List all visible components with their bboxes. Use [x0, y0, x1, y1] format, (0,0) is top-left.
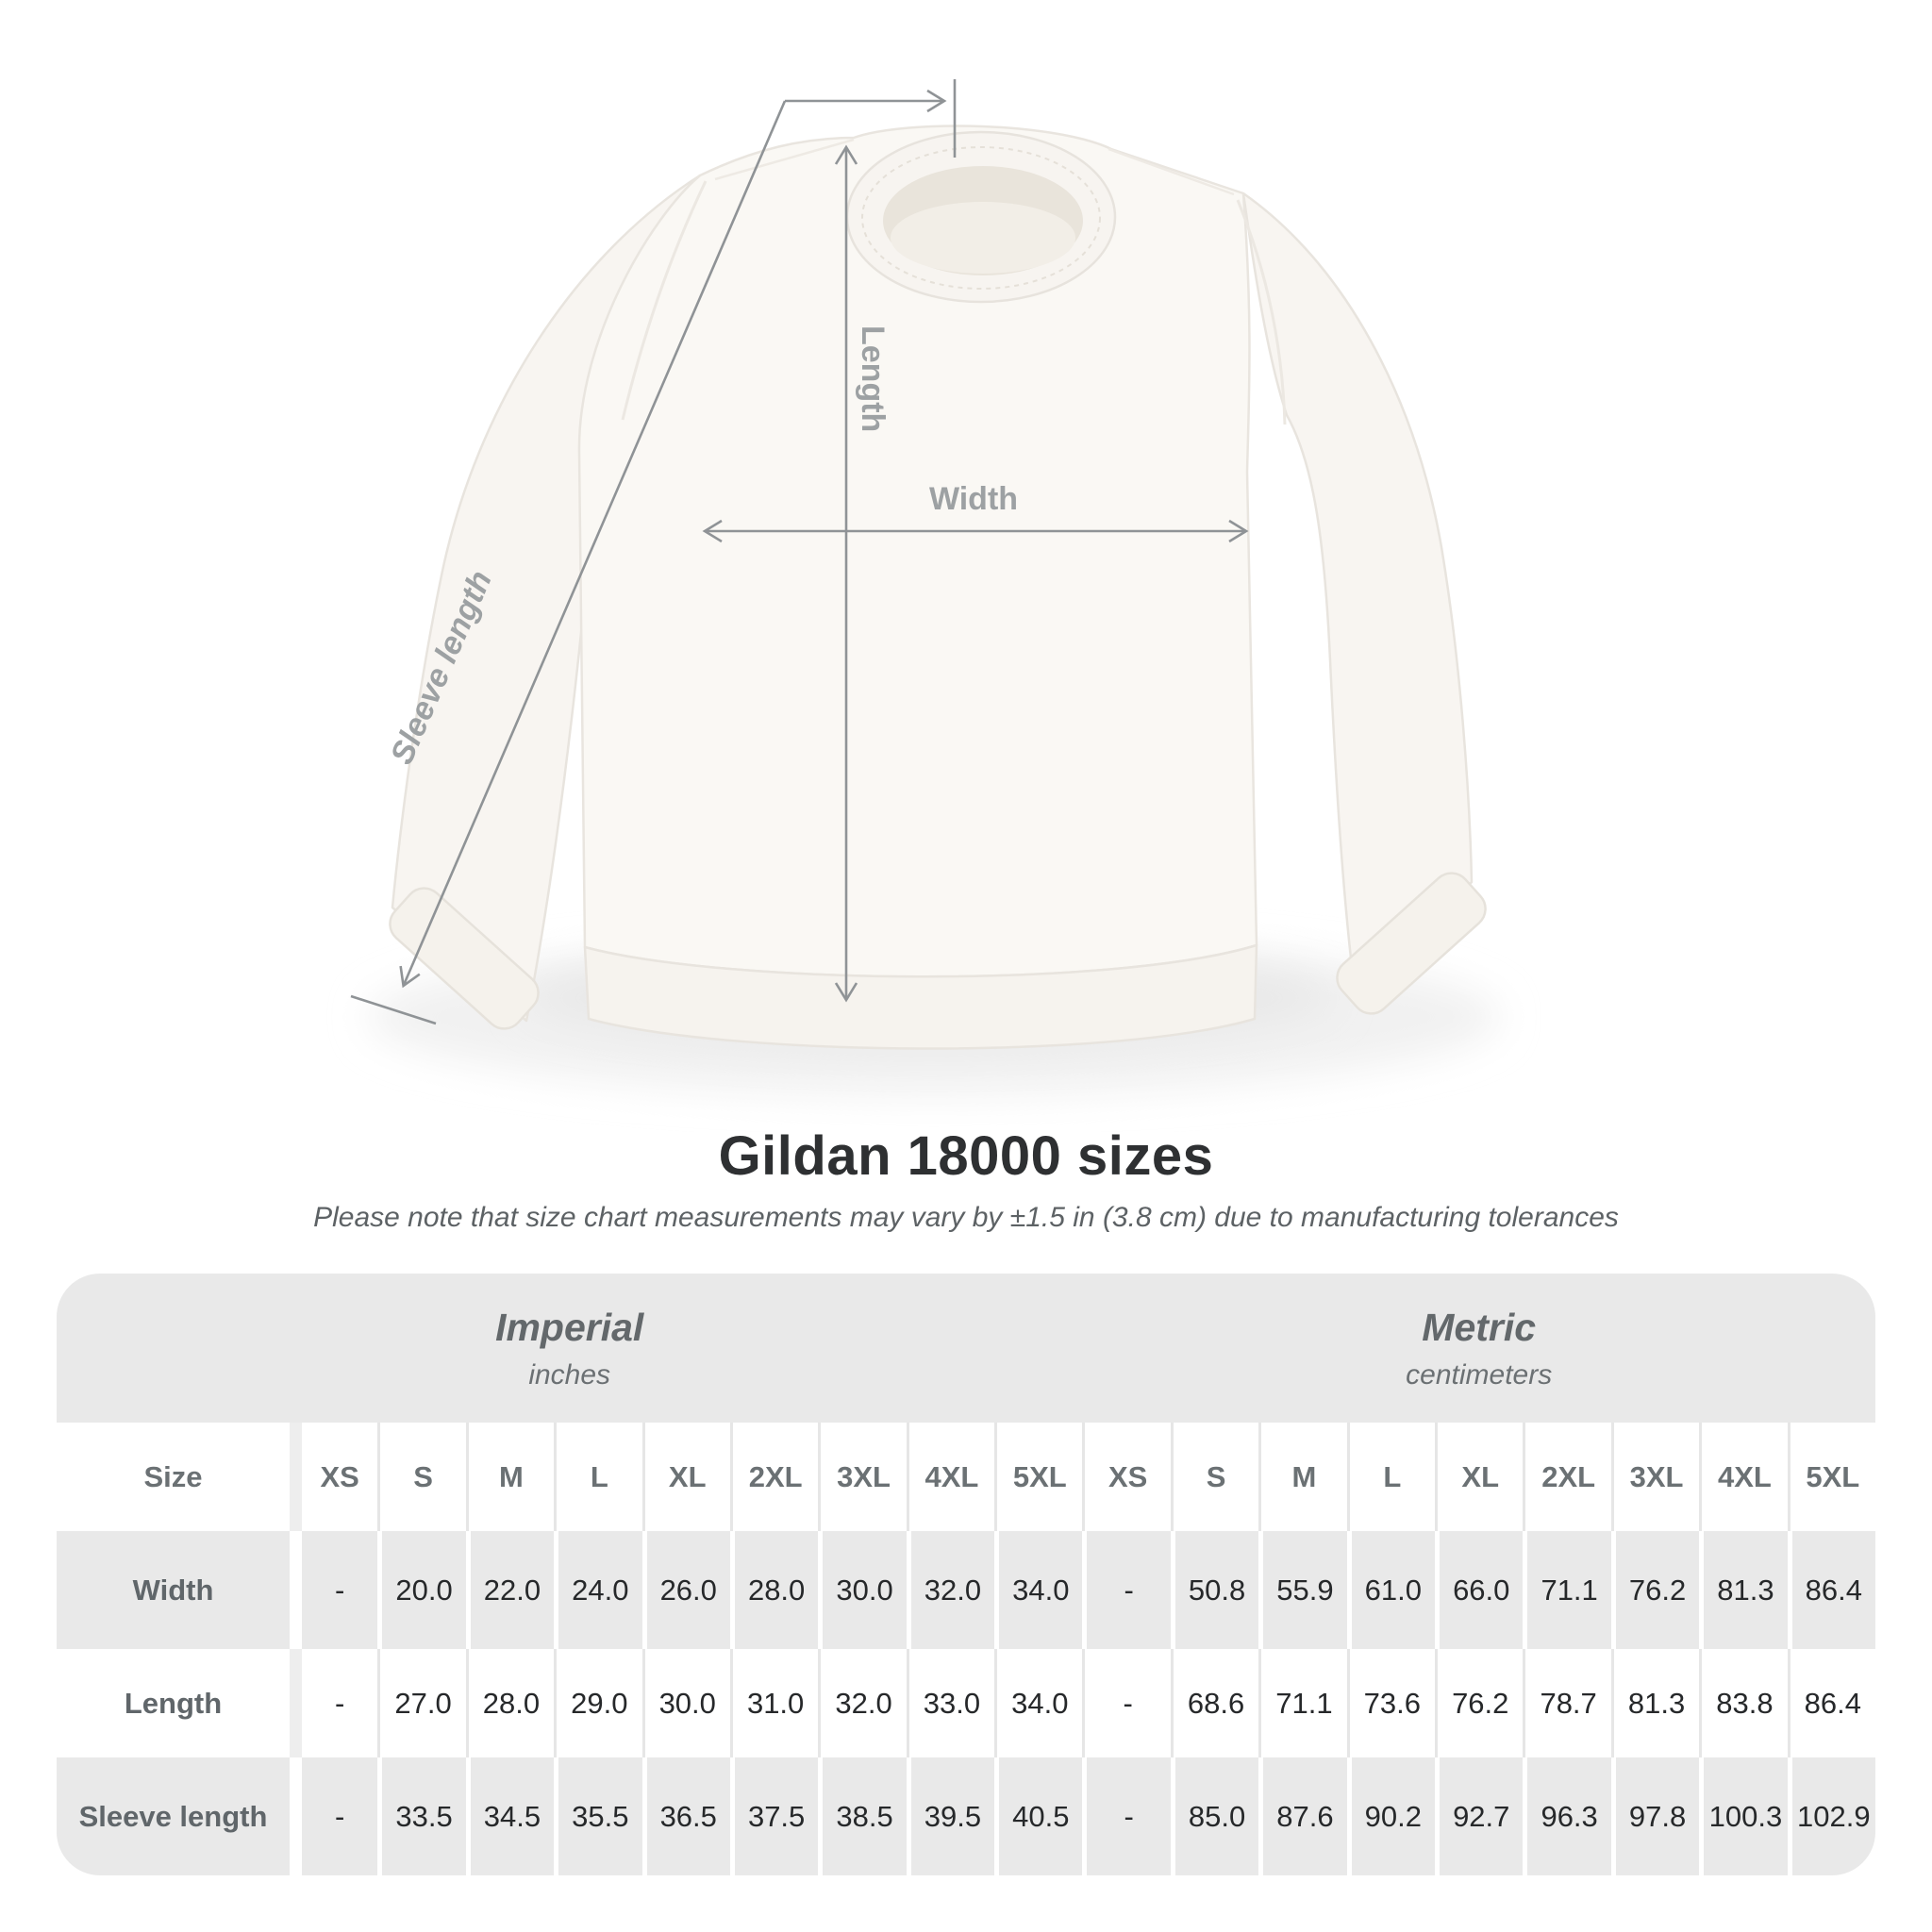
table-cell: 33.0	[906, 1649, 995, 1757]
table-cell: 92.7	[1435, 1757, 1524, 1875]
size-header-metric-5xl: 5XL	[1787, 1423, 1875, 1531]
table-cell: 83.8	[1699, 1649, 1788, 1757]
table-cell: 55.9	[1258, 1531, 1347, 1649]
table-cell: 86.4	[1787, 1649, 1875, 1757]
row-label-length: Length	[57, 1649, 290, 1757]
table-cell: -	[1082, 1649, 1171, 1757]
table-row-width: Width - 20.0 22.0 24.0 26.0 28.0 30.0 32…	[57, 1531, 1875, 1649]
length-label: Length	[855, 325, 891, 432]
size-header-imperial-m: M	[465, 1423, 555, 1531]
table-cell: 40.5	[994, 1757, 1083, 1875]
table-cell: 81.3	[1699, 1531, 1788, 1649]
table-cell: 30.0	[818, 1531, 907, 1649]
size-header-metric-xs: XS	[1082, 1423, 1171, 1531]
table-cell: 97.8	[1610, 1757, 1700, 1875]
size-header-imperial-5xl: 5XL	[994, 1423, 1083, 1531]
product-figure: Width Length Sleeve length	[350, 79, 1500, 1094]
table-cell: 38.5	[818, 1757, 907, 1875]
table-cell: 32.0	[818, 1649, 907, 1757]
table-cell: 34.0	[994, 1649, 1083, 1757]
table-cell: 34.5	[465, 1757, 555, 1875]
table-cell: 37.5	[729, 1757, 819, 1875]
table-cell: 86.4	[1787, 1531, 1875, 1649]
size-header-metric-l: L	[1346, 1423, 1436, 1531]
row-label-sleeve-length: Sleeve length	[57, 1757, 290, 1875]
table-cell: 87.6	[1258, 1757, 1347, 1875]
table-cell: 61.0	[1346, 1531, 1436, 1649]
imperial-group-label: Imperial	[495, 1305, 644, 1349]
table-cell: 81.3	[1610, 1649, 1700, 1757]
size-header-imperial-4xl: 4XL	[906, 1423, 995, 1531]
size-column-header: Size	[57, 1423, 290, 1531]
table-cell: 73.6	[1346, 1649, 1436, 1757]
table-cell: 76.2	[1435, 1649, 1524, 1757]
size-header-imperial-2xl: 2XL	[729, 1423, 819, 1531]
row-label-width: Width	[57, 1531, 290, 1649]
tolerance-note: Please note that size chart measurements…	[313, 1202, 1619, 1233]
size-header-metric-4xl: 4XL	[1699, 1423, 1788, 1531]
table-cell: 50.8	[1170, 1531, 1259, 1649]
table-cell: 29.0	[554, 1649, 642, 1757]
unit-group-imperial: Imperial inches	[57, 1274, 1082, 1423]
table-cell: -	[290, 1531, 378, 1649]
table-cell: 85.0	[1170, 1757, 1259, 1875]
table-cell: 102.9	[1787, 1757, 1875, 1875]
table-cell: -	[1082, 1531, 1171, 1649]
table-cell: 20.0	[377, 1531, 466, 1649]
table-cell: -	[1082, 1757, 1171, 1875]
table-cell: 66.0	[1435, 1531, 1524, 1649]
table-cell: 96.3	[1523, 1757, 1611, 1875]
size-table: Imperial inches Metric centimeters Size …	[57, 1274, 1875, 1875]
table-cell: 100.3	[1699, 1757, 1788, 1875]
imperial-unit-label: inches	[528, 1358, 611, 1391]
table-cell: 36.5	[641, 1757, 730, 1875]
table-cell: 28.0	[729, 1531, 819, 1649]
table-cell: 33.5	[377, 1757, 466, 1875]
table-cell: -	[290, 1757, 378, 1875]
table-header-row: Size XS S M L XL 2XL 3XL 4XL 5XL XS S M …	[57, 1423, 1875, 1531]
size-header-imperial-3xl: 3XL	[818, 1423, 907, 1531]
size-header-metric-xl: XL	[1435, 1423, 1524, 1531]
size-header-metric-3xl: 3XL	[1610, 1423, 1700, 1531]
unit-group-band: Imperial inches Metric centimeters	[57, 1274, 1875, 1423]
metric-group-label: Metric	[1422, 1305, 1537, 1349]
table-cell: 78.7	[1523, 1649, 1611, 1757]
table-cell: 76.2	[1610, 1531, 1700, 1649]
table-row-length: Length - 27.0 28.0 29.0 30.0 31.0 32.0 3…	[57, 1649, 1875, 1757]
width-label: Width	[929, 481, 1018, 517]
page-title: Gildan 18000 sizes	[718, 1125, 1214, 1187]
size-header-metric-s: S	[1170, 1423, 1259, 1531]
sleeve-end-tick	[350, 994, 437, 1025]
table-cell: 35.5	[554, 1757, 642, 1875]
table-cell: 26.0	[641, 1531, 730, 1649]
table-cell: 34.0	[994, 1531, 1083, 1649]
sweatshirt-illustration: Width Length Sleeve length	[350, 79, 1500, 1094]
table-cell: 39.5	[906, 1757, 995, 1875]
table-cell: 31.0	[729, 1649, 819, 1757]
size-header-imperial-xs: XS	[290, 1423, 378, 1531]
table-cell: 27.0	[377, 1649, 466, 1757]
table-cell: 68.6	[1170, 1649, 1259, 1757]
table-cell: -	[290, 1649, 378, 1757]
table-cell: 30.0	[641, 1649, 730, 1757]
table-cell: 71.1	[1523, 1531, 1611, 1649]
table-cell: 90.2	[1346, 1757, 1436, 1875]
table-cell: 22.0	[465, 1531, 555, 1649]
metric-unit-label: centimeters	[1406, 1358, 1553, 1391]
size-header-metric-2xl: 2XL	[1523, 1423, 1611, 1531]
table-cell: 71.1	[1258, 1649, 1347, 1757]
size-header-metric-m: M	[1258, 1423, 1347, 1531]
size-header-imperial-s: S	[377, 1423, 466, 1531]
size-header-imperial-l: L	[554, 1423, 642, 1531]
table-row-sleeve-length: Sleeve length - 33.5 34.5 35.5 36.5 37.5…	[57, 1757, 1875, 1875]
sleeve-dimension-line	[399, 100, 787, 989]
size-header-imperial-xl: XL	[641, 1423, 730, 1531]
sweatshirt	[389, 125, 1487, 1050]
table-cell: 32.0	[906, 1531, 995, 1649]
table-cell: 24.0	[554, 1531, 642, 1649]
unit-group-metric: Metric centimeters	[1082, 1274, 1875, 1423]
dimension-annotations	[350, 79, 1249, 1025]
table-cell: 28.0	[465, 1649, 555, 1757]
